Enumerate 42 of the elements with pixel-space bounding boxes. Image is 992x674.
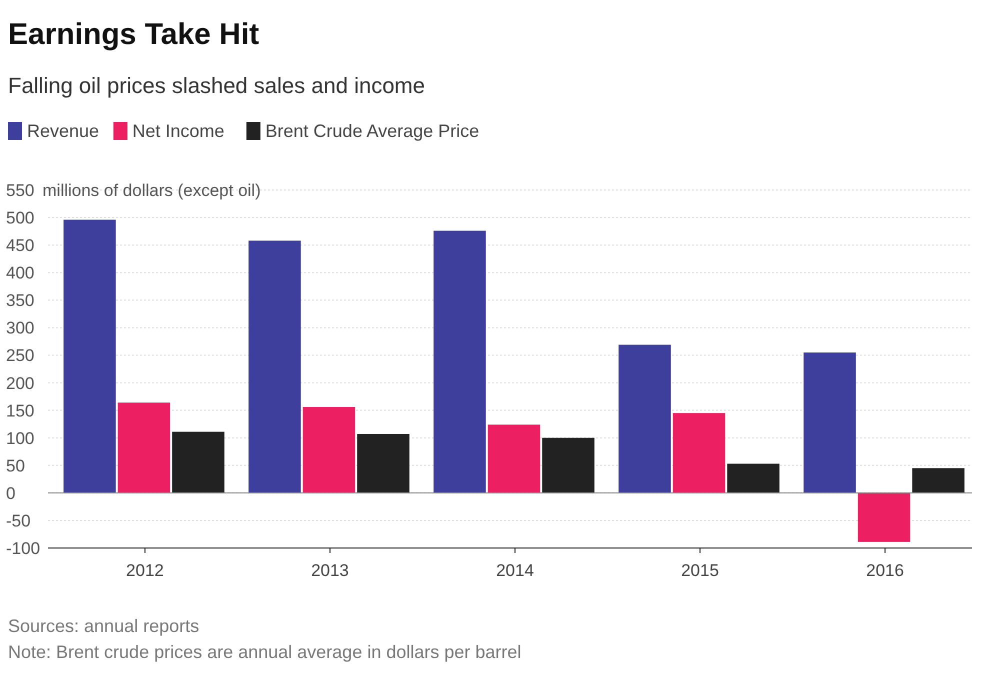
y-tick-label: 550 [6, 181, 34, 200]
x-tick-label: 2015 [681, 561, 719, 580]
legend-label: Net Income [132, 121, 224, 141]
legend-label: Brent Crude Average Price [265, 121, 480, 141]
bar [248, 240, 301, 493]
y-tick-label: 200 [6, 374, 34, 393]
y-tick-label: -50 [6, 511, 31, 530]
y-tick-label: 250 [6, 346, 34, 366]
x-tick-label: 2013 [311, 561, 349, 580]
bar [618, 344, 671, 493]
chart-subtitle: Falling oil prices slashed sales and income [8, 73, 425, 98]
bar [172, 432, 224, 493]
bar [434, 230, 486, 493]
bar [118, 402, 170, 493]
y-tick-label: 50 [6, 456, 25, 476]
source-note: Sources: annual reports [8, 616, 200, 636]
y-tick-label: 450 [6, 236, 34, 256]
bar [302, 407, 356, 493]
text: Note: Brent crude prices are annual average in dollars per barrel [8, 642, 522, 662]
x-tick-label: 2016 [866, 561, 904, 580]
chart-title: Earnings Take Hit [8, 18, 260, 51]
x-tick-label: 2012 [126, 561, 164, 580]
y-tick-label: 400 [6, 264, 34, 283]
bar [672, 413, 726, 493]
y-tick-label: 0 [6, 484, 16, 503]
bar [727, 464, 780, 493]
x-tick-label: 2014 [496, 561, 534, 580]
bar [64, 220, 116, 493]
y-tick-label: 150 [6, 401, 34, 420]
y-tick-label: 300 [6, 318, 34, 338]
bar [488, 424, 540, 493]
y-tick-label: -100 [6, 539, 40, 558]
bar [357, 434, 410, 493]
y-axis-title: millions of dollars (except oil) [42, 181, 261, 200]
y-tick-label: 100 [6, 428, 34, 448]
y-tick-label: 350 [6, 291, 34, 310]
bar [542, 438, 594, 493]
y-tick-label: 500 [6, 208, 34, 228]
legend-label: Revenue [27, 121, 100, 141]
bar [912, 468, 964, 493]
bar [804, 352, 856, 493]
bar [858, 492, 910, 542]
